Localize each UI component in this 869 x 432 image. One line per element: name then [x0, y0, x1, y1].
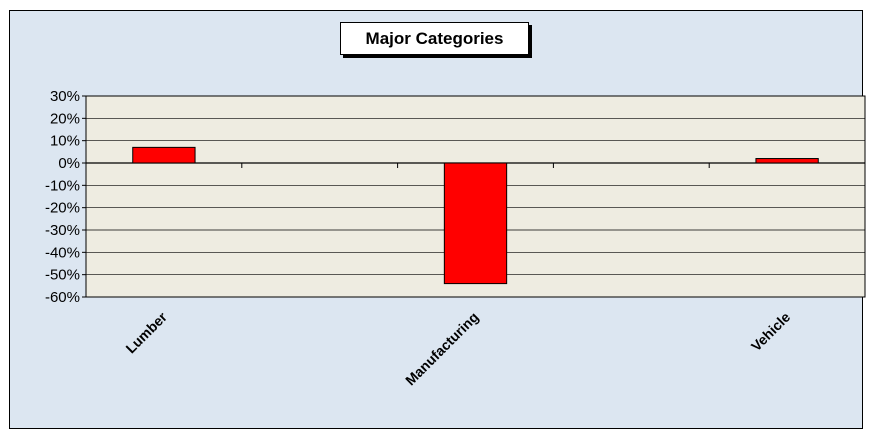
- bar-manufacturing: [443, 162, 508, 285]
- x-category-label: Lumber: [122, 308, 170, 356]
- y-tick-label: 0%: [58, 155, 80, 172]
- y-tick-label: 30%: [50, 88, 80, 105]
- bar-lumber: [132, 146, 196, 164]
- x-category-label: Vehicle: [748, 309, 794, 355]
- y-tick-label: 20%: [50, 110, 80, 127]
- y-tick-label: -10%: [45, 177, 80, 194]
- y-tick-label: -50%: [45, 267, 80, 284]
- bar-vehicle: [755, 158, 819, 164]
- chart-title: Major Categories: [340, 22, 529, 55]
- plot-area: 30% 20% 10% 0% -10% -20% -30% -40% -50% -60% Lumbe…: [45, 88, 866, 389]
- y-tick-label: -30%: [45, 222, 80, 239]
- y-tick-label: -40%: [45, 244, 80, 261]
- x-category-label: Manufacturing: [402, 309, 482, 389]
- y-tick-label: -60%: [45, 289, 80, 306]
- y-tick-label: -20%: [45, 200, 80, 217]
- y-tick-label: 10%: [50, 133, 80, 150]
